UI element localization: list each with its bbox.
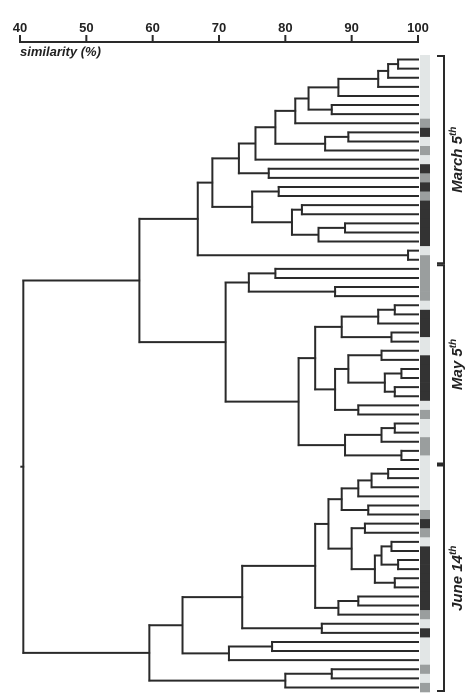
- axis-tick-label: 70: [212, 20, 226, 35]
- sample-bar-light: [420, 91, 430, 101]
- group-label-june: June 14th: [448, 546, 466, 611]
- sample-bar-dark: [420, 546, 430, 556]
- sample-bar-mid: [420, 146, 430, 156]
- sample-bar-dark: [420, 591, 430, 602]
- sample-bar-dark: [420, 573, 430, 584]
- sample-bar-mid: [420, 409, 430, 420]
- sample-bar-light: [420, 136, 430, 147]
- sample-bar-light: [420, 428, 430, 438]
- sample-bar-light: [420, 300, 430, 311]
- sample-bar-mid: [420, 610, 430, 620]
- sample-bar-light: [420, 473, 430, 483]
- sample-bar-mid: [420, 191, 430, 201]
- sample-bar-mid: [420, 437, 430, 447]
- sample-bar-dark: [420, 209, 430, 220]
- group-bracket-june: [437, 464, 445, 692]
- sample-bar-dark: [420, 564, 430, 574]
- dendrogram-branches: [20, 58, 419, 689]
- sample-bar-mid: [420, 273, 430, 283]
- sample-bar-light: [420, 400, 430, 411]
- sample-bar-mid: [420, 682, 430, 693]
- sample-bar-light: [420, 455, 430, 465]
- axis-tick-label: 90: [344, 20, 358, 35]
- axis-tick-label: 80: [278, 20, 292, 35]
- axis-tick-label: 50: [79, 20, 93, 35]
- sample-bar-light: [420, 673, 430, 684]
- sample-bar-light: [420, 619, 430, 629]
- sample-bar-light: [420, 155, 430, 165]
- sample-bar-dark: [420, 227, 430, 238]
- sample-bar-mid: [420, 664, 430, 675]
- sample-bar-light: [420, 482, 430, 493]
- sample-bar-dark: [420, 601, 430, 611]
- sample-bar-light: [420, 246, 430, 256]
- group-labels: March 5th May 5th June 14th: [448, 127, 466, 611]
- sample-bar-dark: [420, 628, 430, 638]
- sample-bar-light: [420, 73, 430, 83]
- sample-bar-mid: [420, 264, 430, 274]
- sample-bar-mid: [420, 510, 430, 520]
- axis-tick-label: 40: [13, 20, 27, 35]
- axis-tick-label: 100: [407, 20, 429, 35]
- sample-bar-mid: [420, 446, 430, 456]
- sample-bar-light: [420, 346, 430, 356]
- group-bracket-march: [437, 55, 445, 265]
- sample-bar-light: [420, 637, 430, 647]
- sample-bar-light: [420, 646, 430, 656]
- sample-bar-light: [420, 109, 430, 119]
- group-brackets: [437, 55, 445, 692]
- sample-bar-light: [420, 82, 430, 92]
- group-label-march: March 5th: [448, 127, 466, 193]
- sample-bar-dark: [420, 555, 430, 565]
- sample-bar-light: [420, 537, 430, 547]
- sample-bar-dark: [420, 309, 430, 320]
- sample-bar-dark: [420, 127, 430, 138]
- group-label-may: May 5th: [448, 339, 466, 390]
- axis-ticks: 40 50 60 70 80 90 100: [13, 20, 429, 43]
- sample-bar-dark: [420, 237, 430, 247]
- sample-bar-dark: [420, 318, 430, 329]
- sample-bar-mid: [420, 291, 430, 301]
- group-bracket-may: [437, 264, 445, 465]
- sample-bar-mid: [420, 173, 430, 183]
- sample-bar-dark: [420, 382, 430, 392]
- sample-bar-dark: [420, 164, 430, 174]
- sample-bar-dark: [420, 328, 430, 338]
- axis-title: similarity (%): [20, 44, 101, 59]
- sample-bar-light: [420, 464, 430, 474]
- sample-bar-light: [420, 655, 430, 665]
- sample-bar-light: [420, 337, 430, 347]
- sample-bar-dark: [420, 519, 430, 529]
- sample-bar-dark: [420, 582, 430, 593]
- sample-bar-light: [420, 491, 430, 502]
- sample-bar-light: [420, 64, 430, 74]
- similarity-axis: similarity (%): [19, 41, 419, 59]
- sample-bar-mid: [420, 282, 430, 292]
- sample-bar-light: [420, 419, 430, 429]
- sample-bar-dark: [420, 200, 430, 210]
- sample-color-bars: [420, 55, 430, 693]
- sample-bar-mid: [420, 255, 430, 265]
- sample-bar-dark: [420, 391, 430, 402]
- sample-bar-light: [420, 55, 430, 65]
- sample-bar-dark: [420, 355, 430, 365]
- axis-tick-label: 60: [145, 20, 159, 35]
- sample-bar-light: [420, 500, 430, 511]
- sample-bar-mid: [420, 118, 430, 129]
- sample-bar-dark: [420, 182, 430, 192]
- sample-bar-dark: [420, 364, 430, 374]
- sample-bar-mid: [420, 528, 430, 538]
- sample-bar-light: [420, 100, 430, 110]
- sample-bar-dark: [420, 373, 430, 383]
- sample-bar-dark: [420, 218, 430, 229]
